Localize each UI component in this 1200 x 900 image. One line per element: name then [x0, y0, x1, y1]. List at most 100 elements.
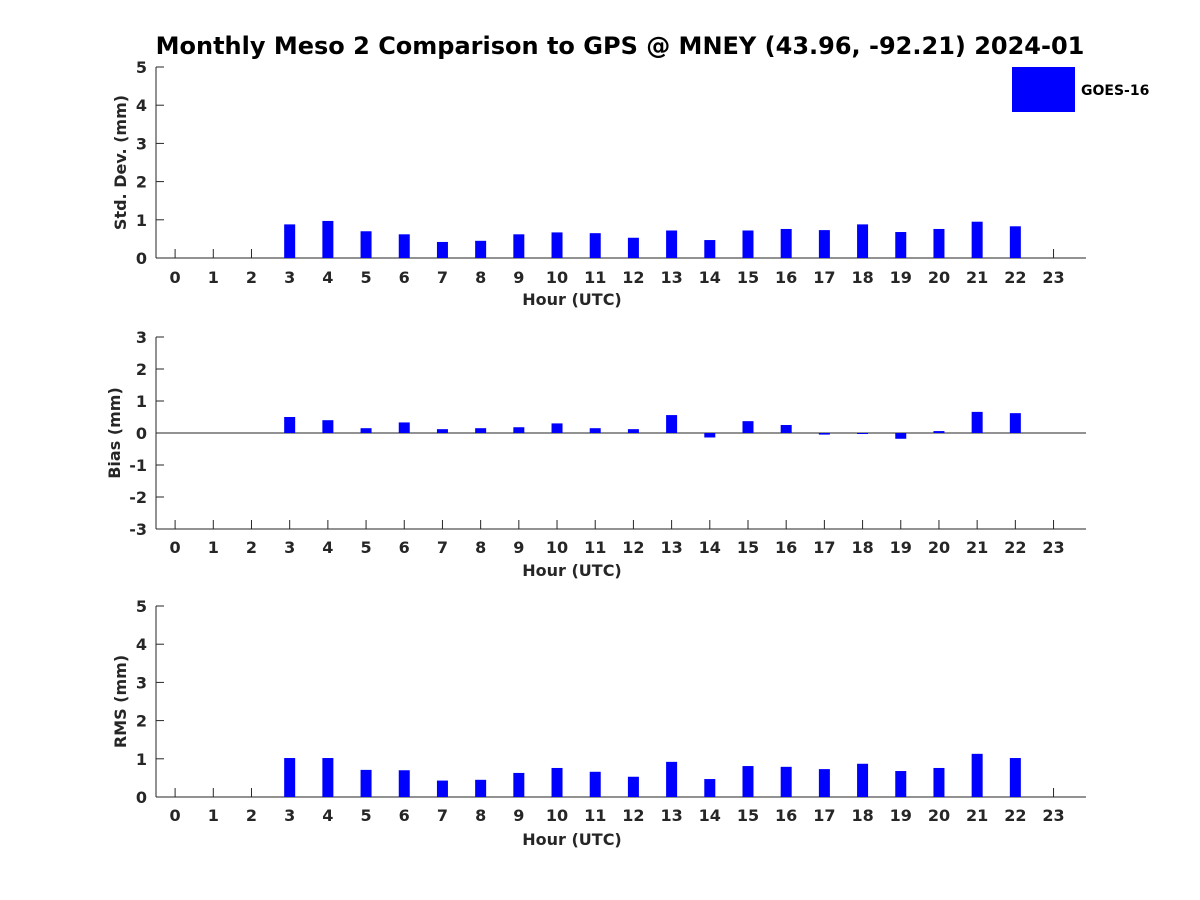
y-tick-label: 1: [136, 211, 147, 230]
x-tick-label: 1: [208, 538, 219, 557]
bar-std-dev-hour-12: [627, 237, 639, 258]
y-tick-label: 4: [136, 96, 147, 115]
bar-std-dev-hour-14: [704, 240, 716, 258]
x-tick-label: 14: [699, 806, 721, 825]
y-tick-label: 3: [136, 134, 147, 153]
y-tick-label: 2: [136, 360, 147, 379]
x-tick-label: 14: [699, 268, 721, 287]
y-tick-label: 3: [136, 328, 147, 347]
x-tick-label: 9: [513, 806, 524, 825]
y-tick-label: 0: [136, 788, 147, 807]
x-tick-label: 23: [1042, 538, 1064, 557]
x-tick-label: 7: [437, 268, 448, 287]
x-tick-label: 16: [775, 806, 797, 825]
x-tick-label: 9: [513, 538, 524, 557]
bar-rms-hour-14: [704, 779, 716, 797]
x-tick-label: 17: [813, 806, 835, 825]
bar-bias-hour-16: [780, 425, 792, 433]
bar-bias-hour-3: [284, 417, 296, 433]
x-tick-label: 19: [890, 806, 912, 825]
x-tick-label: 15: [737, 806, 759, 825]
x-tick-label: 14: [699, 538, 721, 557]
x-tick-label: 10: [546, 538, 568, 557]
x-tick-label: 23: [1042, 268, 1064, 287]
x-axis-label: Hour (UTC): [522, 830, 622, 849]
bar-bias-hour-7: [436, 429, 448, 433]
x-tick-label: 11: [584, 538, 606, 557]
bar-rms-hour-15: [742, 766, 754, 797]
bar-rms-hour-4: [322, 758, 334, 797]
x-tick-label: 20: [928, 268, 950, 287]
bar-rms-hour-7: [436, 780, 448, 797]
bar-rms-hour-3: [284, 758, 296, 797]
bar-rms-hour-10: [551, 767, 563, 797]
bar-std-dev-hour-15: [742, 230, 754, 258]
bar-bias-hour-10: [551, 423, 563, 433]
x-tick-label: 12: [622, 806, 644, 825]
y-tick-label: 4: [136, 635, 147, 654]
x-tick-label: 1: [208, 806, 219, 825]
x-tick-label: 13: [660, 268, 682, 287]
y-tick-label: 0: [136, 424, 147, 443]
x-tick-label: 2: [246, 806, 257, 825]
x-tick-label: 6: [399, 806, 410, 825]
bar-std-dev-hour-3: [284, 224, 296, 258]
bar-bias-hour-9: [513, 427, 525, 433]
bar-bias-hour-20: [933, 431, 945, 433]
x-tick-label: 18: [851, 806, 873, 825]
bar-rms-hour-6: [398, 770, 410, 797]
bar-bias-hour-19: [895, 433, 907, 439]
bar-rms-hour-19: [895, 771, 907, 797]
y-tick-label: 0: [136, 249, 147, 268]
bar-std-dev-hour-5: [360, 231, 372, 258]
bar-bias-hour-8: [475, 428, 487, 433]
x-tick-label: 18: [851, 268, 873, 287]
x-tick-label: 8: [475, 538, 486, 557]
y-tick-label: 1: [136, 392, 147, 411]
bar-rms-hour-16: [780, 766, 792, 797]
bar-bias-hour-22: [1009, 413, 1021, 433]
x-tick-label: 15: [737, 538, 759, 557]
x-tick-label: 22: [1004, 538, 1026, 557]
bar-rms-hour-22: [1009, 758, 1021, 797]
y-tick-label: 2: [136, 712, 147, 731]
bar-rms-hour-21: [971, 753, 983, 797]
legend-swatch: [1012, 67, 1075, 112]
x-tick-label: 7: [437, 538, 448, 557]
y-tick-label: 1: [136, 750, 147, 769]
x-tick-label: 0: [170, 268, 181, 287]
x-tick-label: 12: [622, 268, 644, 287]
legend: GOES-16: [1012, 67, 1149, 112]
y-tick-label: 5: [136, 597, 147, 616]
x-tick-label: 10: [546, 806, 568, 825]
bar-std-dev-hour-20: [933, 228, 945, 258]
x-tick-label: 7: [437, 806, 448, 825]
x-tick-label: 22: [1004, 268, 1026, 287]
x-tick-label: 21: [966, 538, 988, 557]
x-tick-label: 11: [584, 806, 606, 825]
bar-std-dev-hour-10: [551, 232, 563, 258]
bar-bias-hour-13: [666, 415, 678, 433]
x-tick-label: 21: [966, 268, 988, 287]
x-tick-label: 23: [1042, 806, 1064, 825]
x-tick-label: 17: [813, 268, 835, 287]
bar-rms-hour-18: [857, 763, 869, 797]
bar-bias-hour-21: [971, 411, 983, 433]
x-tick-label: 13: [660, 806, 682, 825]
bar-bias-hour-14: [704, 433, 716, 438]
bar-std-dev-hour-8: [475, 240, 487, 258]
x-tick-label: 5: [360, 538, 371, 557]
x-tick-label: 13: [660, 538, 682, 557]
x-tick-label: 1: [208, 268, 219, 287]
x-tick-label: 4: [322, 806, 333, 825]
x-tick-label: 3: [284, 268, 295, 287]
bar-bias-hour-15: [742, 421, 754, 433]
x-tick-label: 0: [170, 538, 181, 557]
x-tick-label: 20: [928, 806, 950, 825]
x-tick-label: 10: [546, 268, 568, 287]
x-tick-label: 19: [890, 268, 912, 287]
x-tick-label: 5: [360, 268, 371, 287]
y-axis-label: RMS (mm): [111, 655, 130, 748]
